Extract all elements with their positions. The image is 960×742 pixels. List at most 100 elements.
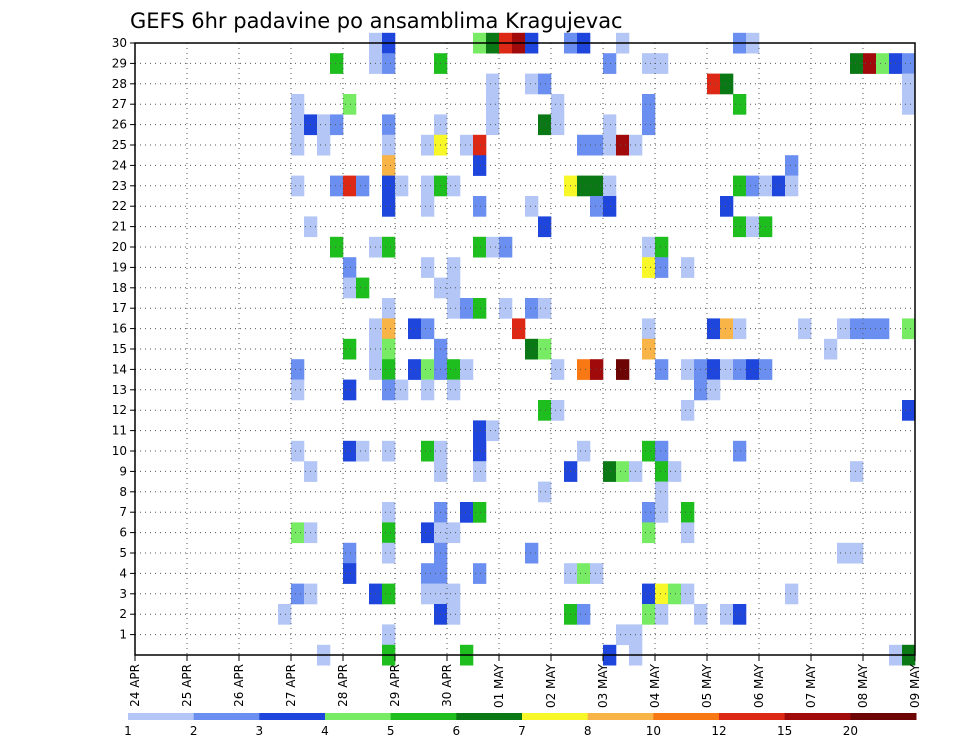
- y-tick-label: 23: [112, 179, 127, 193]
- heatmap-cell: [408, 359, 422, 380]
- colorbar-label: 12: [711, 724, 726, 738]
- x-tick-label: 04 MAY: [648, 663, 662, 708]
- heatmap-cell: [343, 277, 357, 299]
- heatmap-cell: [460, 502, 474, 523]
- heatmap-cell: [421, 522, 435, 544]
- heatmap-cell: [538, 114, 552, 136]
- heatmap-cell: [382, 196, 396, 217]
- heatmap-cell: [681, 359, 695, 380]
- colorbar-label: 5: [387, 724, 395, 738]
- heatmap-cell: [863, 53, 877, 74]
- heatmap-cell: [291, 522, 305, 544]
- heatmap-cell: [902, 400, 916, 421]
- y-tick-label: 13: [112, 383, 127, 397]
- heatmap-cell: [733, 216, 747, 238]
- colorbar-swatch: [259, 713, 326, 720]
- heatmap-cell: [590, 175, 604, 197]
- y-tick-label: 28: [112, 77, 127, 91]
- heatmap-cell: [551, 94, 565, 115]
- heatmap-cell: [343, 94, 357, 115]
- heatmap-cell: [577, 359, 591, 380]
- x-tick-label: 06 MAY: [752, 663, 766, 708]
- heatmap-cell: [642, 257, 656, 278]
- heatmap-cell: [538, 400, 552, 421]
- y-tick-label: 5: [119, 546, 127, 560]
- heatmap-cell: [447, 359, 461, 380]
- heatmap-cell: [382, 298, 396, 319]
- heatmap-cell: [538, 73, 552, 95]
- heatmap-cell: [720, 359, 734, 380]
- heatmap-cell: [421, 359, 435, 380]
- heatmap-cell: [473, 155, 487, 176]
- heatmap-cell: [473, 196, 487, 217]
- heatmap-cell: [486, 94, 500, 115]
- heatmap-cell: [408, 318, 422, 340]
- heatmap-cell: [421, 563, 435, 584]
- colorbar-swatch: [522, 713, 589, 720]
- heatmap-cell: [382, 114, 396, 136]
- heatmap-cell: [681, 400, 695, 421]
- heatmap-cell: [642, 583, 656, 605]
- heatmap-cell: [356, 277, 370, 299]
- y-tick-label: 4: [119, 566, 127, 580]
- heatmap-cell: [551, 400, 565, 421]
- x-tick-label: 24 APR: [128, 664, 142, 707]
- heatmap-cell: [577, 440, 591, 462]
- heatmap-cell: [317, 134, 331, 156]
- heatmap-cell: [421, 379, 435, 401]
- heatmap-cell: [642, 318, 656, 340]
- x-tick-label: 05 MAY: [700, 663, 714, 708]
- y-tick-label: 25: [112, 138, 127, 152]
- heatmap-cell: [395, 379, 409, 401]
- heatmap-cell: [421, 440, 435, 462]
- heatmap-cell: [720, 318, 734, 340]
- heatmap-cell: [668, 583, 682, 605]
- heatmap-cell: [733, 318, 747, 340]
- heatmap-cell: [655, 53, 669, 74]
- colorbar-label: 10: [646, 724, 661, 738]
- y-tick-label: 22: [112, 199, 127, 213]
- colorbar-label: 2: [190, 724, 198, 738]
- heatmap-cell: [746, 359, 760, 380]
- heatmap-cell: [785, 155, 799, 176]
- heatmap-cell: [733, 440, 747, 462]
- heatmap-cell: [343, 542, 357, 564]
- heatmap-cell: [330, 114, 344, 136]
- colorbar-swatch: [850, 713, 917, 720]
- heatmap-cell: [577, 604, 591, 625]
- heatmap-cell: [382, 359, 396, 380]
- heatmap-cell: [590, 359, 604, 380]
- heatmap-cell: [681, 522, 695, 544]
- heatmap-cell: [538, 216, 552, 238]
- heatmap-cell: [473, 461, 487, 482]
- heatmap-cell: [642, 502, 656, 523]
- heatmap-cell: [681, 583, 695, 605]
- y-tick-label: 6: [119, 526, 127, 540]
- heatmap-cell: [343, 379, 357, 401]
- heatmap-cell: [603, 53, 617, 74]
- heatmap-cell: [746, 175, 760, 197]
- heatmap-cell: [902, 94, 916, 115]
- heatmap-cell: [681, 502, 695, 523]
- x-tick-label: 02 MAY: [544, 663, 558, 708]
- heatmap-cell: [655, 481, 669, 503]
- heatmap-cell: [291, 583, 305, 605]
- colorbar-label: 1: [124, 724, 132, 738]
- heatmap-cell: [460, 298, 474, 319]
- heatmap-cell: [382, 155, 396, 176]
- heatmap-cell: [655, 583, 669, 605]
- x-tick-label: 01 MAY: [492, 663, 506, 708]
- heatmap-cell: [473, 236, 487, 258]
- heatmap-cell: [486, 236, 500, 258]
- heatmap-cell: [291, 134, 305, 156]
- heatmap-cell: [382, 175, 396, 197]
- colorbar: 1 2 3 4 5 6 7 8 10 12 15 20: [124, 713, 917, 738]
- chart-title: GEFS 6hr padavine po ansamblima Kragujev…: [130, 9, 623, 33]
- heatmap-cell: [317, 114, 331, 136]
- heatmap-cell: [473, 298, 487, 319]
- heatmap-cell: [902, 73, 916, 95]
- y-tick-label: 9: [119, 464, 127, 478]
- heatmap-cell: [512, 318, 526, 340]
- heatmap-cell: [343, 257, 357, 278]
